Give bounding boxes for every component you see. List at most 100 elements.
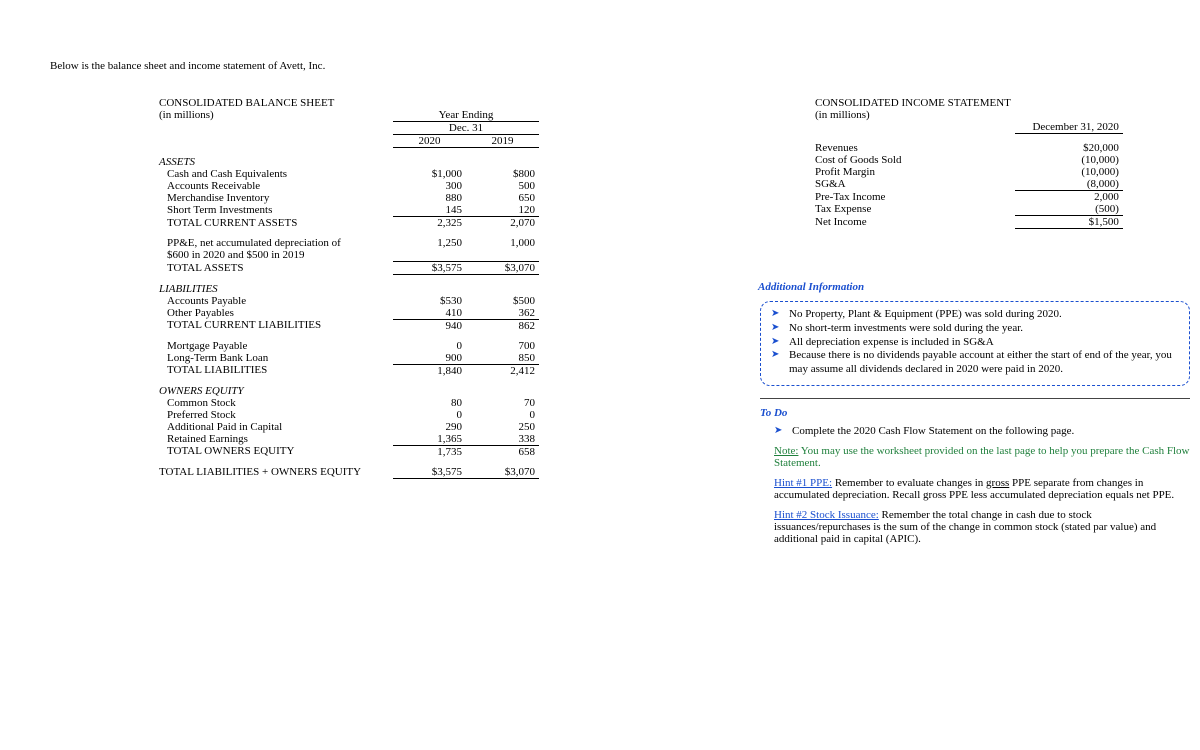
liab-head: LIABILITIES	[155, 283, 393, 295]
row-label: Profit Margin	[805, 166, 1015, 178]
is-sub: (in millions)	[805, 109, 1015, 121]
hint2: Hint #2 Stock Issuance: Remember the tot…	[760, 509, 1190, 545]
cell: $3,070	[466, 261, 539, 274]
income-statement: CONSOLIDATED INCOME STATEMENT (in millio…	[805, 97, 1190, 229]
cell: 1,365	[393, 433, 466, 446]
cell: 1,735	[393, 445, 466, 458]
row-label: Common Stock	[155, 397, 393, 409]
dec31: Dec. 31	[393, 122, 539, 135]
hint1: Hint #1 PPE: Remember to evaluate change…	[760, 477, 1190, 501]
assets-head: ASSETS	[155, 156, 393, 168]
cell: 120	[466, 204, 539, 217]
cell: 940	[393, 319, 466, 332]
row-label: Revenues	[805, 142, 1015, 154]
todo-section: To Do ➤ Complete the 2020 Cash Flow State…	[760, 407, 1190, 545]
cell: 900	[393, 352, 466, 365]
cell: 862	[466, 319, 539, 332]
cell: 1,840	[393, 364, 466, 377]
row-label: TOTAL LIABILITIES	[155, 364, 393, 377]
arrow-icon: ➤	[771, 322, 783, 335]
row-label: SG&A	[805, 178, 1015, 191]
cell: (10,000)	[1015, 166, 1123, 178]
row-label: Accounts Payable	[155, 295, 393, 307]
info-bullet: No short-term investments were sold duri…	[789, 322, 1023, 336]
cell: $20,000	[1015, 142, 1123, 154]
cell: 2,000	[1015, 191, 1123, 204]
todo-line: Complete the 2020 Cash Flow Statement on…	[792, 425, 1074, 439]
row-label: PP&E, net accumulated depreciation of	[155, 237, 393, 249]
row-label: Accounts Receivable	[155, 180, 393, 192]
row-label: Retained Earnings	[155, 433, 393, 446]
oe-head: OWNERS EQUITY	[155, 385, 393, 397]
is-date: December 31, 2020	[1015, 121, 1123, 134]
info-title: Additional Information	[758, 281, 1190, 293]
cell: $800	[466, 168, 539, 180]
arrow-icon: ➤	[774, 425, 786, 438]
cell: 338	[466, 433, 539, 446]
cell: (10,000)	[1015, 154, 1123, 166]
row-label: Preferred Stock	[155, 409, 393, 421]
arrow-icon: ➤	[771, 308, 783, 321]
row-label: TOTAL ASSETS	[155, 261, 393, 274]
year-ending: Year Ending	[393, 109, 539, 122]
cell: 80	[393, 397, 466, 409]
arrow-icon: ➤	[771, 349, 783, 362]
row-label: Additional Paid in Capital	[155, 421, 393, 433]
cell: 658	[466, 445, 539, 458]
row-label: Merchandise Inventory	[155, 192, 393, 204]
cell: 0	[393, 409, 466, 421]
row-label: TOTAL LIABILITIES + OWNERS EQUITY	[155, 466, 393, 479]
cell: 0	[393, 340, 466, 352]
cell: $1,500	[1015, 216, 1123, 229]
balance-sheet: CONSOLIDATED BALANCE SHEET (in millions)…	[50, 97, 715, 553]
row-label: Net Income	[805, 216, 1015, 229]
row-label: Mortgage Payable	[155, 340, 393, 352]
cell: 880	[393, 192, 466, 204]
todo-title: To Do	[760, 407, 1190, 419]
cell: 700	[466, 340, 539, 352]
row-label: Tax Expense	[805, 203, 1015, 216]
row-label: Cost of Goods Sold	[805, 154, 1015, 166]
cell: 1,000	[466, 237, 539, 249]
row-label: TOTAL CURRENT ASSETS	[155, 217, 393, 230]
cell: 250	[466, 421, 539, 433]
is-title: CONSOLIDATED INCOME STATEMENT	[805, 97, 1015, 109]
col-2020: 2020	[393, 135, 466, 148]
row-label: Pre-Tax Income	[805, 191, 1015, 204]
row-label: $600 in 2020 and $500 in 2019	[155, 249, 393, 261]
info-box: ➤ No Property, Plant & Equipment (PPE) wa…	[760, 301, 1190, 386]
cell: $500	[466, 295, 539, 307]
note-line: Note: You may use the worksheet provided…	[760, 445, 1190, 469]
cell: 290	[393, 421, 466, 433]
arrow-icon: ➤	[771, 336, 783, 349]
cell: 145	[393, 204, 466, 217]
cell: $3,575	[393, 261, 466, 274]
intro-text: Below is the balance sheet and income st…	[50, 60, 1150, 72]
cell: 650	[466, 192, 539, 204]
cell: 70	[466, 397, 539, 409]
info-bullet: All depreciation expense is included in …	[789, 336, 994, 350]
cell: 2,325	[393, 217, 466, 230]
info-bullet: No Property, Plant & Equipment (PPE) was…	[789, 308, 1062, 322]
cell: 2,070	[466, 217, 539, 230]
cell: 2,412	[466, 364, 539, 377]
cell: 410	[393, 307, 466, 320]
cell: $530	[393, 295, 466, 307]
cell: 500	[466, 180, 539, 192]
row-label: Short Term Investments	[155, 204, 393, 217]
cell: (500)	[1015, 203, 1123, 216]
cell: (8,000)	[1015, 178, 1123, 191]
col-2019: 2019	[466, 135, 539, 148]
cell: 300	[393, 180, 466, 192]
bs-sub: (in millions)	[155, 109, 393, 122]
info-bullet: Because there is no dividends payable ac…	[789, 349, 1179, 377]
cell: $1,000	[393, 168, 466, 180]
bs-title: CONSOLIDATED BALANCE SHEET	[155, 97, 393, 109]
row-label: TOTAL CURRENT LIABILITIES	[155, 319, 393, 332]
row-label: Long-Term Bank Loan	[155, 352, 393, 365]
cell: 1,250	[393, 237, 466, 249]
cell: 0	[466, 409, 539, 421]
row-label: Other Payables	[155, 307, 393, 320]
cell: 850	[466, 352, 539, 365]
cell: $3,070	[466, 466, 539, 479]
